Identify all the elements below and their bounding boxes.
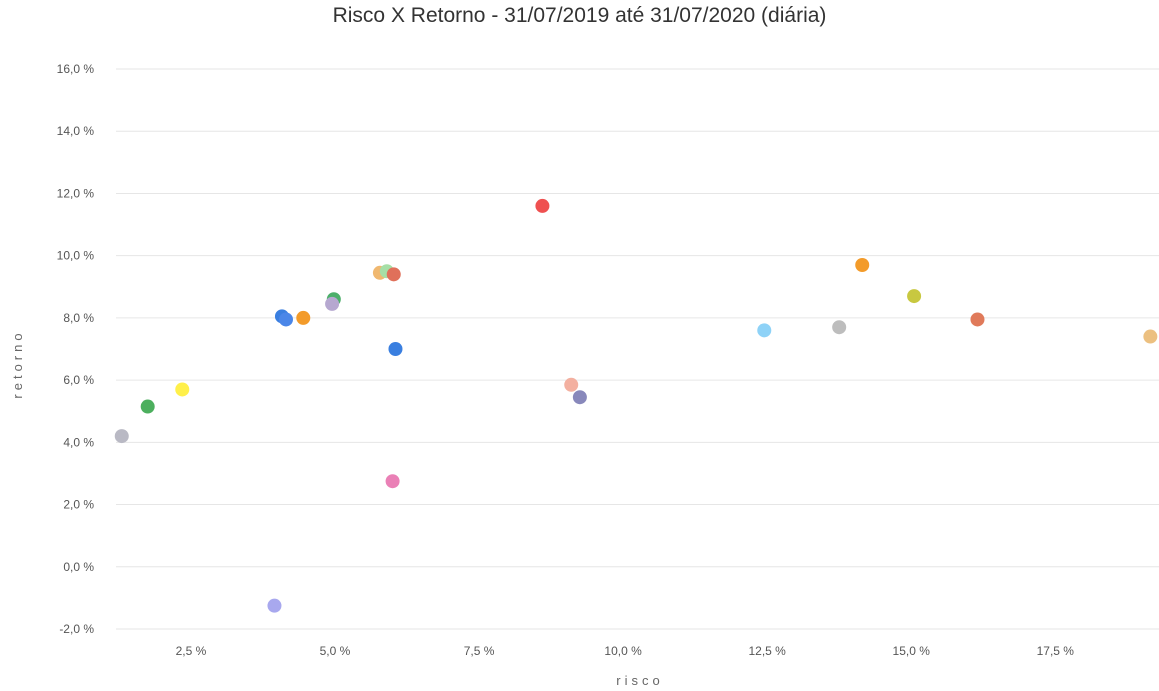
y-tick-label: 2,0 % (63, 498, 94, 512)
data-point (1143, 329, 1158, 344)
data-point (175, 382, 190, 397)
x-tick-label: 15,0 % (893, 644, 931, 658)
x-tick-label: 17,5 % (1037, 644, 1075, 658)
y-tick-label: 4,0 % (63, 435, 94, 449)
data-point (385, 474, 400, 489)
x-tick-label: 10,0 % (604, 644, 642, 658)
y-tick-label: 0,0 % (63, 560, 94, 574)
y-tick-label: 12,0 % (57, 186, 95, 200)
data-point (114, 429, 129, 444)
x-tick-label: 5,0 % (320, 644, 351, 658)
y-tick-label: 6,0 % (63, 373, 94, 387)
data-points (114, 198, 1158, 613)
data-point (278, 312, 293, 327)
x-tick-label: 2,5 % (176, 644, 207, 658)
data-point (535, 198, 550, 213)
x-tick-labels: 2,5 % 5,0 % 7,5 % 10,0 % 12,5 % 15,0 % 17,5 % (176, 644, 1075, 658)
data-point (907, 289, 922, 304)
data-point (296, 310, 311, 325)
x-tick-label: 12,5 % (748, 644, 786, 658)
x-axis-label: risco (616, 673, 663, 688)
data-point (970, 312, 985, 327)
data-point (564, 377, 579, 392)
data-point (325, 296, 340, 311)
data-point (140, 399, 155, 414)
data-point (267, 598, 282, 613)
y-tick-label: -2,0 % (59, 622, 94, 636)
y-tick-label: 10,0 % (57, 249, 95, 263)
y-tick-label: 14,0 % (57, 124, 95, 138)
x-tick-label: 7,5 % (464, 644, 495, 658)
y-tick-labels: -2,0 % 0,0 % 2,0 % 4,0 % 6,0 % 8,0 % 10,0 % 12,… (57, 62, 95, 636)
data-point (855, 258, 870, 272)
data-point (388, 342, 403, 356)
chart-title: Risco X Retorno - 31/07/2019 até 31/07/2… (332, 4, 827, 27)
y-axis-label: retorno (10, 329, 25, 398)
y-tick-label: 16,0 % (57, 62, 95, 76)
data-point (757, 323, 772, 338)
data-point (386, 267, 401, 282)
y-tick-label: 8,0 % (63, 311, 94, 325)
data-point (572, 390, 587, 405)
data-point (832, 320, 847, 335)
gridlines (116, 68, 1159, 630)
